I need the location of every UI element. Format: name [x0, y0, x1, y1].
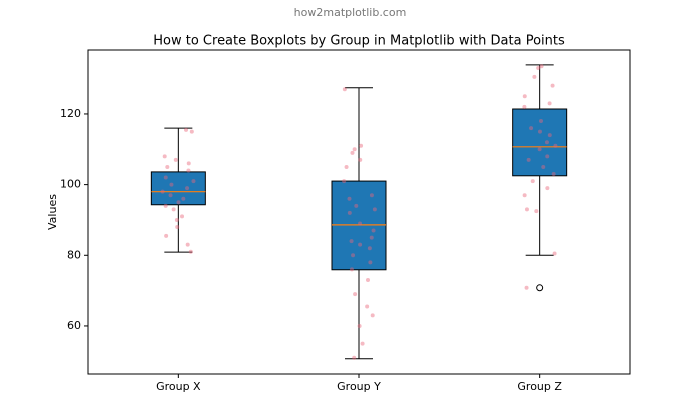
data-point [359, 143, 364, 148]
data-point [522, 94, 527, 99]
data-point [550, 83, 555, 88]
data-point [352, 355, 357, 360]
data-point [350, 150, 355, 155]
data-point [171, 207, 176, 212]
data-point [180, 214, 185, 219]
plot-frame [87, 49, 631, 375]
data-point [347, 196, 352, 201]
data-point [186, 161, 191, 166]
data-point [522, 193, 527, 198]
data-point [524, 207, 529, 212]
y-tick-label: 120 [60, 107, 81, 120]
data-point [344, 164, 349, 169]
data-point [163, 203, 168, 208]
data-point [185, 186, 190, 191]
x-tick-label: Group Z [517, 380, 562, 393]
data-point [537, 129, 542, 134]
y-tick-label: 60 [67, 319, 81, 332]
x-tick-label: Group X [156, 380, 201, 393]
data-point [191, 179, 196, 184]
flier [536, 284, 544, 292]
y-axis-label: Values [46, 194, 59, 230]
data-point [358, 242, 363, 247]
data-point [358, 221, 363, 226]
data-point [176, 200, 181, 205]
data-point [547, 101, 552, 106]
data-point [534, 209, 539, 214]
data-point [351, 253, 356, 258]
data-point [369, 235, 374, 240]
data-point [173, 157, 178, 162]
chart-title: How to Create Boxplots by Group in Matpl… [153, 34, 565, 49]
data-point [165, 164, 170, 169]
data-point [367, 246, 372, 251]
data-point [368, 260, 373, 265]
data-point [545, 186, 550, 191]
data-point [358, 157, 363, 162]
data-point [552, 251, 557, 256]
data-point [169, 182, 174, 187]
data-point [526, 157, 531, 162]
data-point [369, 193, 374, 198]
data-point [342, 179, 347, 184]
data-point [175, 225, 180, 230]
data-point [547, 133, 552, 138]
data-point [174, 217, 179, 222]
data-point [530, 179, 535, 184]
data-point [186, 168, 191, 173]
data-point [354, 203, 359, 208]
data-point [371, 228, 376, 233]
data-point [352, 147, 357, 152]
box [150, 171, 206, 206]
data-point [539, 64, 544, 69]
data-point [553, 143, 558, 148]
data-point [360, 341, 365, 346]
data-point [163, 175, 168, 180]
x-tick-label: Group Y [337, 380, 381, 393]
data-point [162, 154, 167, 159]
data-point [365, 304, 370, 309]
data-point [537, 147, 542, 152]
data-point [164, 233, 169, 238]
data-point [168, 193, 173, 198]
data-point [342, 87, 347, 92]
data-point [370, 313, 375, 318]
data-point [538, 119, 543, 124]
data-point [545, 154, 550, 159]
data-point [366, 278, 371, 283]
box [512, 108, 568, 177]
data-point [184, 127, 189, 132]
data-point [181, 196, 186, 201]
watermark: how2matplotlib.com [294, 6, 407, 19]
data-point [189, 129, 194, 134]
data-point [551, 172, 556, 177]
data-point [541, 164, 546, 169]
data-point [357, 323, 362, 328]
data-point [529, 126, 534, 131]
data-point [372, 207, 377, 212]
data-point [353, 292, 358, 297]
data-point [524, 285, 529, 290]
data-point [349, 239, 354, 244]
data-point [188, 249, 193, 254]
data-point [160, 189, 165, 194]
y-tick-label: 100 [60, 178, 81, 191]
data-point [347, 210, 352, 215]
data-point [522, 104, 527, 109]
data-point [532, 74, 537, 79]
data-point [185, 242, 190, 247]
data-point [544, 140, 549, 145]
y-tick-label: 80 [67, 248, 81, 261]
data-point [349, 267, 354, 272]
data-point [536, 66, 541, 71]
